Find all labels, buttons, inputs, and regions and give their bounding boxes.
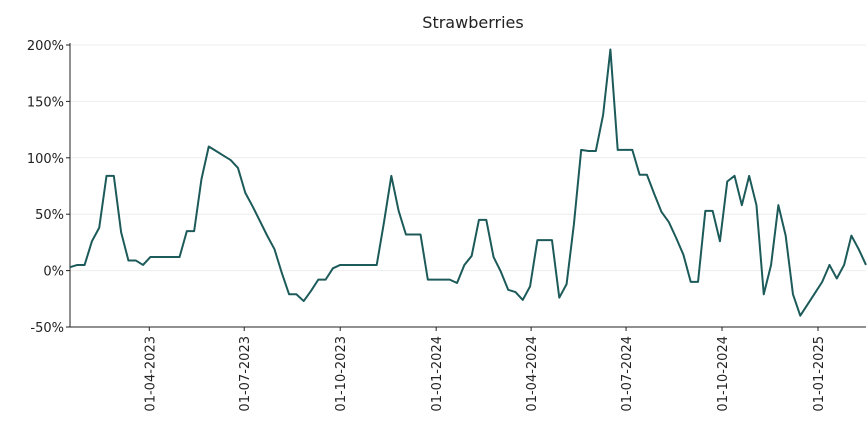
chart-title: Strawberries — [422, 13, 523, 32]
line — [69, 48, 867, 317]
y-tick-label: 200% — [27, 39, 64, 54]
y-tick-label: 100% — [27, 152, 64, 167]
x-tick-label: 01-07-2023 — [238, 336, 253, 412]
x-tick-label: 01-04-2023 — [143, 336, 158, 412]
x-tick-label: 01-01-2025 — [812, 336, 827, 412]
x-tick-label: 01-04-2024 — [525, 336, 540, 412]
y-tick-label: 150% — [27, 95, 64, 110]
y-tick-label: 0% — [43, 265, 64, 280]
x-tick-label: 01-07-2024 — [620, 336, 635, 412]
y-tick-label: -50% — [30, 321, 64, 336]
x-tick-label: 01-10-2024 — [716, 336, 731, 412]
x-tick-label: 01-10-2023 — [334, 336, 349, 412]
y-tick-label: 50% — [35, 208, 64, 223]
x-tick-label: 01-01-2024 — [430, 336, 445, 412]
